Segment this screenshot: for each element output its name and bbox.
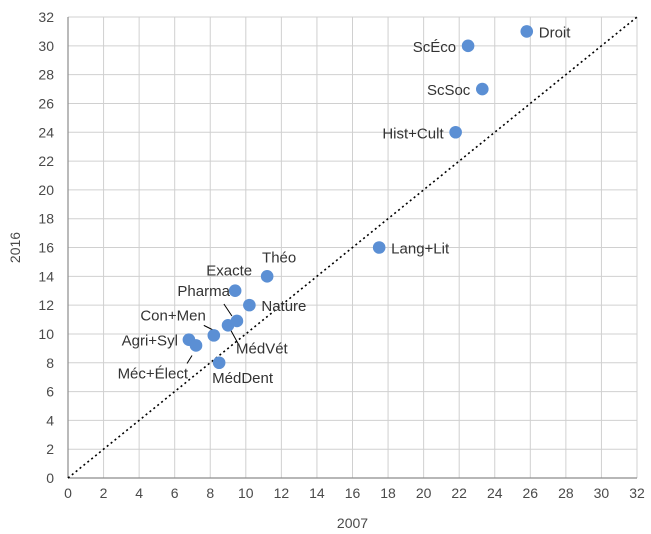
data-points <box>182 25 534 370</box>
y-tick-label-8: 16 <box>38 240 54 256</box>
y-tick-label-16: 32 <box>38 9 54 25</box>
reference-line <box>67 16 638 479</box>
x-tick-label-16: 32 <box>629 485 645 501</box>
point-m-ddent <box>212 356 226 370</box>
axes <box>67 17 637 479</box>
x-tick-label-15: 30 <box>594 485 610 501</box>
y-tick-label-0: 0 <box>46 470 54 486</box>
leader-line-pharma <box>223 303 233 317</box>
point-nature <box>243 298 256 312</box>
point-sc-co <box>461 39 475 53</box>
y-tick-label-3: 6 <box>46 384 54 400</box>
point-label-sc-co: ScÉco <box>413 39 456 56</box>
point-label-droit: Droit <box>539 24 572 41</box>
x-tick-label-2: 4 <box>135 485 143 501</box>
point-label-scsoc: ScSoc <box>427 82 471 99</box>
y-tick-label-13: 26 <box>38 95 54 111</box>
point-label-exacte: Exacte <box>206 263 252 280</box>
point-label-pharma: Pharma <box>177 283 230 300</box>
x-tick-label-9: 18 <box>380 485 396 501</box>
point-m-dv-t <box>221 318 235 332</box>
x-axis-label: 2007 <box>337 515 368 531</box>
y-tick-label-11: 22 <box>38 153 54 169</box>
point-label-m-ddent: MédDent <box>212 370 274 387</box>
y-tick-label-4: 8 <box>46 355 54 371</box>
x-tick-label-12: 24 <box>487 485 503 501</box>
x-tick-label-5: 10 <box>238 485 254 501</box>
x-tick-label-3: 6 <box>171 485 179 501</box>
point-th-o <box>260 270 274 283</box>
point-m-c-lect <box>189 339 203 352</box>
point-label-hist-cult: Hist+Cult <box>382 125 444 142</box>
x-tick-labels: 0 2 4 6 8 10 12 14 16 18 20 22 24 26 28 30 32 <box>64 485 645 501</box>
point-labels: Droit ScÉco ScSoc Hist+Cult Lang+Lit Théo Exac… <box>118 24 572 386</box>
y-tick-label-5: 10 <box>38 326 54 342</box>
y-tick-label-14: 28 <box>38 67 54 83</box>
x-tick-label-7: 14 <box>309 485 325 501</box>
point-label-lang-lit: Lang+Lit <box>391 241 450 258</box>
leader-line-m-c-lect <box>186 355 193 364</box>
y-tick-label-6: 12 <box>38 297 54 313</box>
point-lang-lit <box>372 241 386 254</box>
y-tick-label-15: 30 <box>38 38 54 54</box>
point-label-agri-syl: Agri+Syl <box>122 333 178 350</box>
point-label-m-c-lect: Méc+Élect <box>118 365 189 382</box>
point-label-nature: Nature <box>261 298 306 315</box>
point-exacte <box>228 284 242 298</box>
point-scsoc <box>476 82 489 96</box>
y-tick-label-2: 4 <box>46 412 54 428</box>
y-tick-label-7: 14 <box>38 268 54 284</box>
x-tick-label-14: 28 <box>558 485 574 501</box>
x-tick-label-8: 16 <box>345 485 361 501</box>
point-droit <box>520 25 534 38</box>
x-tick-label-11: 22 <box>451 485 467 501</box>
x-tick-label-6: 12 <box>274 485 290 501</box>
x-tick-label-13: 26 <box>523 485 539 501</box>
point-con-men <box>207 329 221 342</box>
point-label-con-men: Con+Men <box>140 307 205 324</box>
x-tick-label-10: 20 <box>416 485 432 501</box>
x-tick-label-4: 8 <box>206 485 214 501</box>
point-label-m-dv-t: MédVét <box>236 340 289 357</box>
point-hist-cult <box>449 125 462 139</box>
y-tick-label-9: 18 <box>38 211 54 227</box>
y-axis-label: 2016 <box>7 232 23 263</box>
y-tick-label-1: 2 <box>46 441 54 457</box>
point-label-th-o: Théo <box>262 249 296 266</box>
y-tick-label-12: 24 <box>38 124 54 140</box>
y-tick-label-10: 20 <box>38 182 54 198</box>
x-tick-label-1: 2 <box>100 485 108 501</box>
x-tick-label-0: 0 <box>64 485 72 501</box>
